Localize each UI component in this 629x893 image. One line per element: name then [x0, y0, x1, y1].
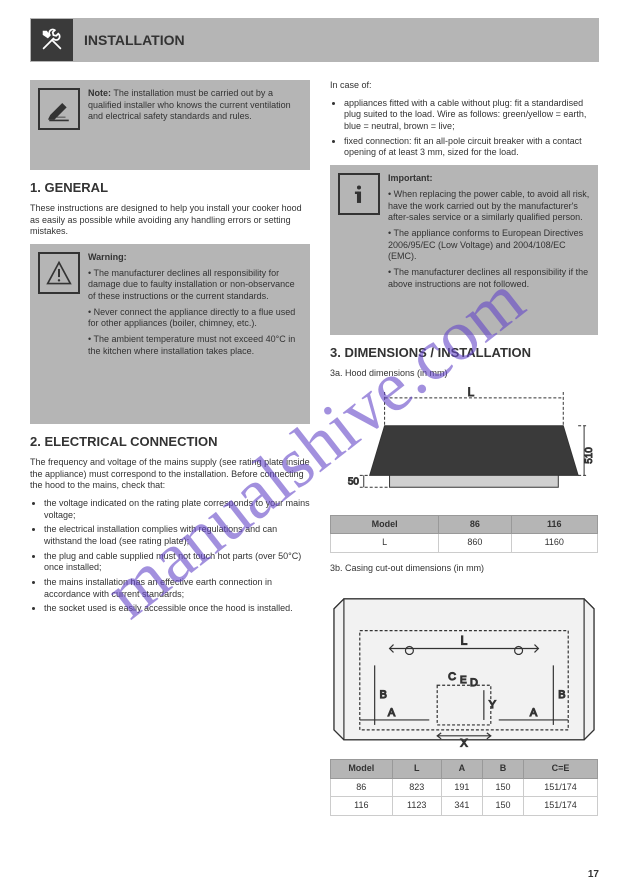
td: 150 — [482, 778, 523, 797]
dim-X: X — [460, 737, 468, 749]
td: 1123 — [392, 797, 441, 816]
dim-Ar: A — [530, 707, 538, 719]
td: 116 — [331, 797, 393, 816]
pencil-note-icon — [38, 88, 80, 130]
td: 151/174 — [524, 797, 598, 816]
section-2-body: The frequency and voltage of the mains s… — [30, 457, 310, 492]
th: A — [441, 759, 482, 778]
casing-cutout-diagram: L B B A A C E D Y — [330, 581, 598, 750]
tools-icon — [31, 19, 73, 61]
list-item: the voltage indicated on the rating plat… — [44, 498, 310, 521]
list-item: appliances fitted with a cable without p… — [344, 98, 598, 133]
warning-line: • The ambient temperature must not excee… — [88, 334, 302, 357]
section-1-body: These instructions are designed to help … — [30, 203, 310, 238]
cutout-dimensions-table: Model L A B C=E 86 823 191 150 151/174 1… — [330, 759, 598, 816]
td: 823 — [392, 778, 441, 797]
section-2-bullets: the voltage indicated on the rating plat… — [30, 498, 310, 615]
note-title: Note: — [88, 88, 111, 98]
td: 860 — [439, 534, 511, 553]
th: C=E — [524, 759, 598, 778]
dim-D: D — [470, 677, 478, 689]
th: B — [482, 759, 523, 778]
list-item: fixed connection: fit an all-pole circui… — [344, 136, 598, 159]
td: 341 — [441, 797, 482, 816]
td: L — [331, 534, 439, 553]
right-column: In case of: appliances fitted with a cab… — [330, 80, 598, 826]
th: 116 — [511, 515, 597, 534]
td: 1160 — [511, 534, 597, 553]
info-line: • The manufacturer declines all responsi… — [388, 267, 590, 290]
dim-Br: B — [558, 689, 565, 701]
warning-content: Warning: • The manufacturer declines all… — [88, 252, 302, 362]
dim-510: 510 — [584, 446, 595, 463]
info-line: • When replacing the power cable, to avo… — [388, 189, 590, 224]
dim-Al: A — [388, 707, 396, 719]
section-2-title: 2. ELECTRICAL CONNECTION — [30, 434, 310, 451]
list-item: the electrical installation complies wit… — [44, 524, 310, 547]
note-content: Note: The installation must be carried o… — [88, 88, 302, 127]
page: INSTALLATION Note: The installation must… — [0, 0, 629, 893]
header-title: INSTALLATION — [84, 31, 185, 49]
td: 86 — [331, 778, 393, 797]
td: 151/174 — [524, 778, 598, 797]
left-column: Note: The installation must be carried o… — [30, 80, 310, 618]
warning-triangle-icon — [38, 252, 80, 294]
note-line: and rules. — [212, 111, 252, 121]
warning-line: • The manufacturer declines all responsi… — [88, 268, 302, 303]
info-content: Important: • When replacing the power ca… — [388, 173, 590, 294]
dim-Bl: B — [380, 689, 387, 701]
dim-L2: L — [461, 633, 468, 647]
info-line: • The appliance conforms to European Dir… — [388, 228, 590, 263]
right-intro-bullets: appliances fitted with a cable without p… — [330, 98, 598, 159]
warning-box: Warning: • The manufacturer declines all… — [30, 244, 310, 424]
th: L — [392, 759, 441, 778]
td: 191 — [441, 778, 482, 797]
warning-line: • Never connect the appliance directly t… — [88, 307, 302, 330]
dim-E: E — [460, 675, 467, 686]
th: Model — [331, 759, 393, 778]
list-item: the plug and cable supplied must not tou… — [44, 551, 310, 574]
section-3b-sub: 3b. Casing cut-out dimensions (in mm) — [330, 563, 598, 575]
header-bar: INSTALLATION — [30, 18, 599, 62]
page-number: 17 — [588, 868, 599, 881]
info-box: Important: • When replacing the power ca… — [330, 165, 598, 335]
th: Model — [331, 515, 439, 534]
right-intro: In case of: — [330, 80, 598, 92]
list-item: the mains installation has an effective … — [44, 577, 310, 600]
note-line: The installation must be carried out by — [113, 88, 265, 98]
th: 86 — [439, 515, 511, 534]
info-icon — [338, 173, 380, 215]
warning-title: Warning: — [88, 252, 127, 262]
dim-Y: Y — [489, 699, 497, 711]
dim-50: 50 — [348, 476, 360, 487]
note-box: Note: The installation must be carried o… — [30, 80, 310, 170]
hood-dimensions-diagram: L 510 50 — [330, 386, 598, 505]
info-title: Important: — [388, 173, 433, 183]
dim-C: C — [448, 671, 456, 683]
list-item: the socket used is easily accessible onc… — [44, 603, 310, 615]
section-3a-sub: 3a. Hood dimensions (in mm) — [330, 368, 598, 380]
hood-dimensions-table: Model 86 116 L 860 1160 — [330, 515, 598, 553]
section-1-title: 1. GENERAL — [30, 180, 310, 197]
section-3-title: 3. DIMENSIONS / INSTALLATION — [330, 345, 598, 362]
dim-L: L — [468, 386, 475, 399]
td: 150 — [482, 797, 523, 816]
